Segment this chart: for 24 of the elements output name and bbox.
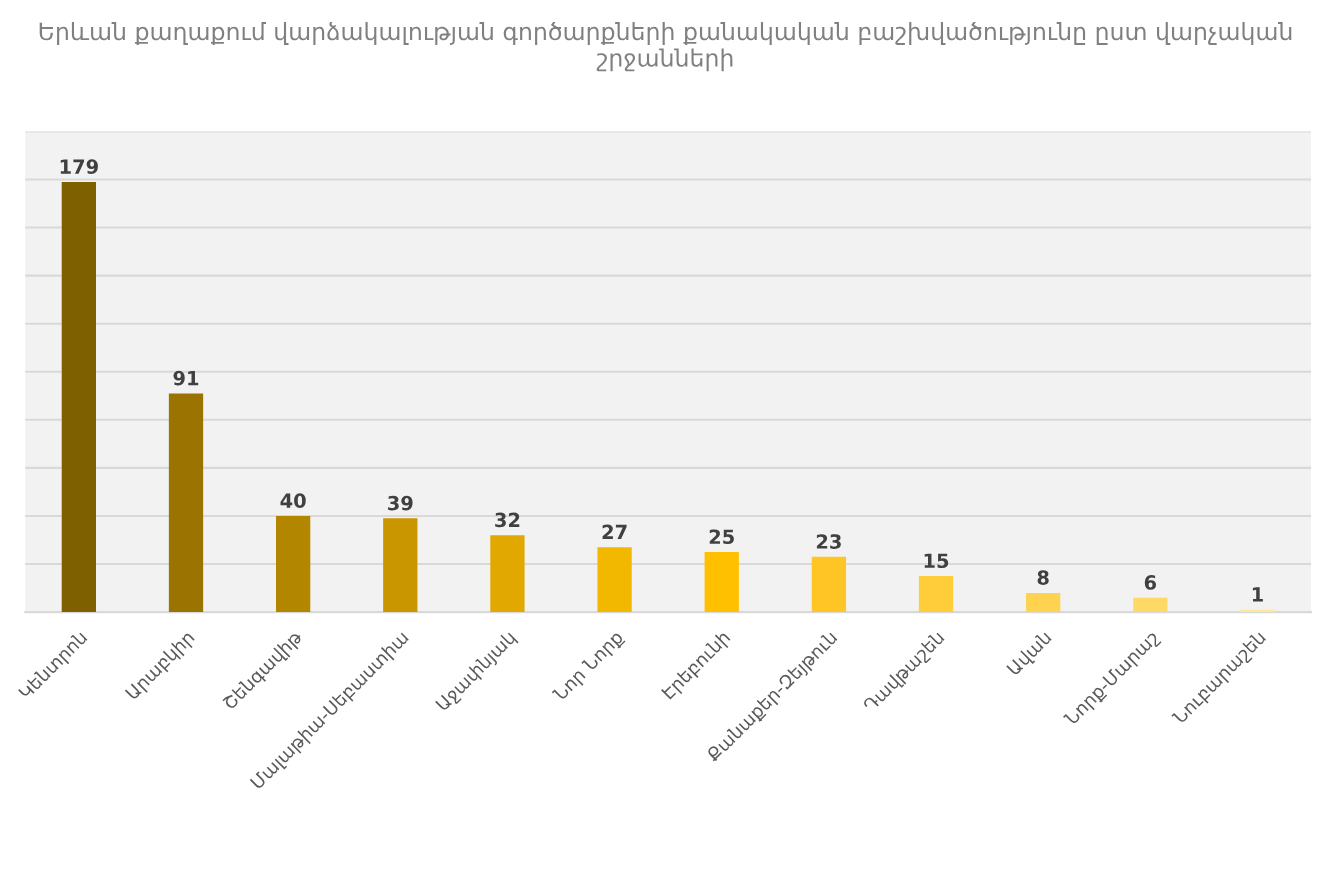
data-label: 27 xyxy=(602,524,627,539)
data-label: 32 xyxy=(495,512,520,528)
bar xyxy=(597,547,632,613)
data-label: 6 xyxy=(1144,575,1157,590)
bar xyxy=(704,552,739,613)
data-label: 15 xyxy=(924,553,949,569)
data-label: 91 xyxy=(173,370,199,386)
bar xyxy=(1026,592,1061,613)
bar xyxy=(490,535,525,613)
bar xyxy=(383,518,418,613)
data-label: 39 xyxy=(388,495,413,511)
bar xyxy=(1133,597,1168,613)
data-label: 25 xyxy=(709,529,734,545)
data-label: 23 xyxy=(816,534,841,549)
chart-title: Երևան քաղաքում վարձակալության գործարքների քանակական բաշխվածությունը ըստ վարչական շրջանների xyxy=(39,22,1292,72)
data-label: 40 xyxy=(280,493,306,509)
bar xyxy=(61,181,97,613)
data-label: 179 xyxy=(60,159,98,174)
bar xyxy=(918,576,954,613)
data-label: 8 xyxy=(1037,570,1049,585)
bar xyxy=(276,515,311,613)
data-label: 1 xyxy=(1252,587,1263,602)
bar xyxy=(811,556,847,613)
bar xyxy=(168,393,204,613)
